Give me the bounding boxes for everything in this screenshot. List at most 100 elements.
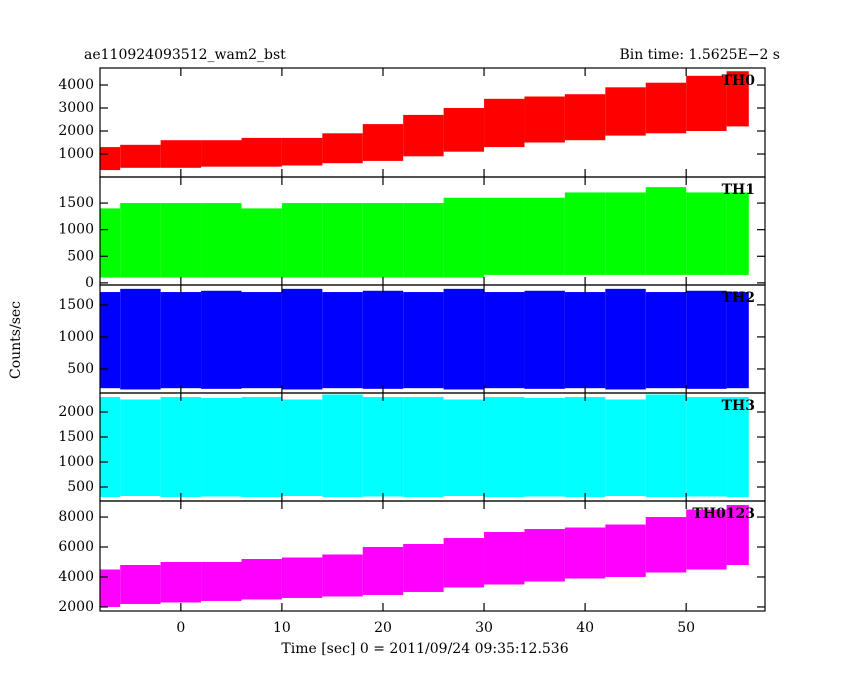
panel-label: TH2 <box>722 290 755 306</box>
range-bar <box>281 399 323 496</box>
range-bar <box>403 397 444 497</box>
range-bar <box>241 397 282 497</box>
y-tick-label: 1500 <box>58 297 94 313</box>
range-bar <box>524 398 565 497</box>
range-bar <box>160 561 202 603</box>
range-bar <box>726 71 749 127</box>
range-bar <box>362 203 404 278</box>
y-tick-label: 6000 <box>58 539 94 555</box>
range-bar <box>160 203 202 278</box>
range-bar <box>201 561 242 601</box>
range-bar <box>241 208 282 278</box>
range-bar <box>686 75 727 132</box>
range-bar <box>100 292 121 389</box>
panel-label: TH0 <box>722 73 756 89</box>
range-bar <box>484 98 525 148</box>
range-bar <box>484 397 525 497</box>
range-bar <box>564 527 606 579</box>
range-bar <box>120 144 161 168</box>
y-tick-label: 500 <box>67 248 94 264</box>
chart-title: ae110924093512_wam2_bst <box>84 47 286 63</box>
range-bar <box>645 394 687 497</box>
range-bar <box>322 292 363 389</box>
y-tick-label: 1000 <box>58 146 94 162</box>
range-bar <box>403 114 444 157</box>
x-tick-label: 50 <box>677 620 695 636</box>
y-tick-label: 2000 <box>58 123 94 139</box>
panel-label: TH3 <box>722 398 755 414</box>
y-tick-label: 8000 <box>58 509 94 525</box>
series <box>100 288 749 390</box>
x-tick-label: 30 <box>475 620 493 636</box>
range-bar <box>100 397 121 497</box>
range-bar <box>403 203 444 278</box>
range-bar <box>726 505 749 565</box>
range-bar <box>322 554 363 597</box>
range-bar <box>100 569 121 607</box>
range-bar <box>605 87 646 136</box>
y-tick-label: 1000 <box>58 454 94 470</box>
range-bar <box>281 203 323 278</box>
range-bar <box>726 397 749 497</box>
range-bar <box>645 517 687 573</box>
range-bar <box>726 292 749 389</box>
x-tick-label: 10 <box>273 620 291 636</box>
range-bar <box>605 288 646 390</box>
series <box>100 394 749 497</box>
range-bar <box>524 197 565 275</box>
range-bar <box>443 399 485 496</box>
range-bar <box>524 96 565 143</box>
range-bar <box>443 538 485 588</box>
range-bar <box>281 557 323 598</box>
y-tick-label: 500 <box>67 361 94 377</box>
range-bar <box>726 192 749 275</box>
range-bar <box>201 398 242 497</box>
range-bar <box>100 147 121 171</box>
y-axis-label: Counts/sec <box>8 301 24 379</box>
panel-label: TH0123 <box>692 506 755 522</box>
range-bar <box>403 292 444 389</box>
range-bar <box>686 509 727 570</box>
range-bar <box>201 290 242 389</box>
range-bar <box>100 208 121 278</box>
range-bar <box>605 192 646 275</box>
range-bar <box>484 532 525 585</box>
range-bar <box>645 292 687 389</box>
range-bar <box>241 292 282 389</box>
range-bar <box>605 524 646 577</box>
x-tick-label: 40 <box>576 620 594 636</box>
range-bar <box>120 564 161 604</box>
panel-label: TH1 <box>722 182 755 198</box>
series <box>100 505 749 607</box>
range-bar <box>564 397 606 497</box>
y-tick-label: 500 <box>67 479 94 495</box>
y-tick-label: 4000 <box>58 77 94 93</box>
range-bar <box>160 140 202 168</box>
y-tick-label: 1500 <box>58 429 94 445</box>
series <box>100 71 749 171</box>
y-tick-label: 1500 <box>58 195 94 211</box>
range-bar <box>362 124 404 161</box>
range-bar <box>362 290 404 389</box>
series <box>100 187 749 278</box>
range-bar <box>120 399 161 496</box>
range-bar <box>160 292 202 389</box>
range-bar <box>564 94 606 141</box>
range-bar <box>403 544 444 592</box>
panel-frame <box>99 500 766 612</box>
range-bar <box>645 187 687 275</box>
range-bar <box>241 137 282 167</box>
y-tick-label: 1000 <box>58 329 94 345</box>
y-tick-label: 2000 <box>58 599 94 615</box>
range-bar <box>120 203 161 278</box>
y-tick-label: 3000 <box>58 100 94 116</box>
range-bar <box>524 290 565 389</box>
range-bar <box>686 397 727 497</box>
range-bar <box>443 288 485 390</box>
x-tick-label: 0 <box>176 620 185 636</box>
range-bar <box>443 108 485 152</box>
range-bar <box>160 397 202 497</box>
range-bar <box>605 399 646 496</box>
y-tick-label: 4000 <box>58 569 94 585</box>
